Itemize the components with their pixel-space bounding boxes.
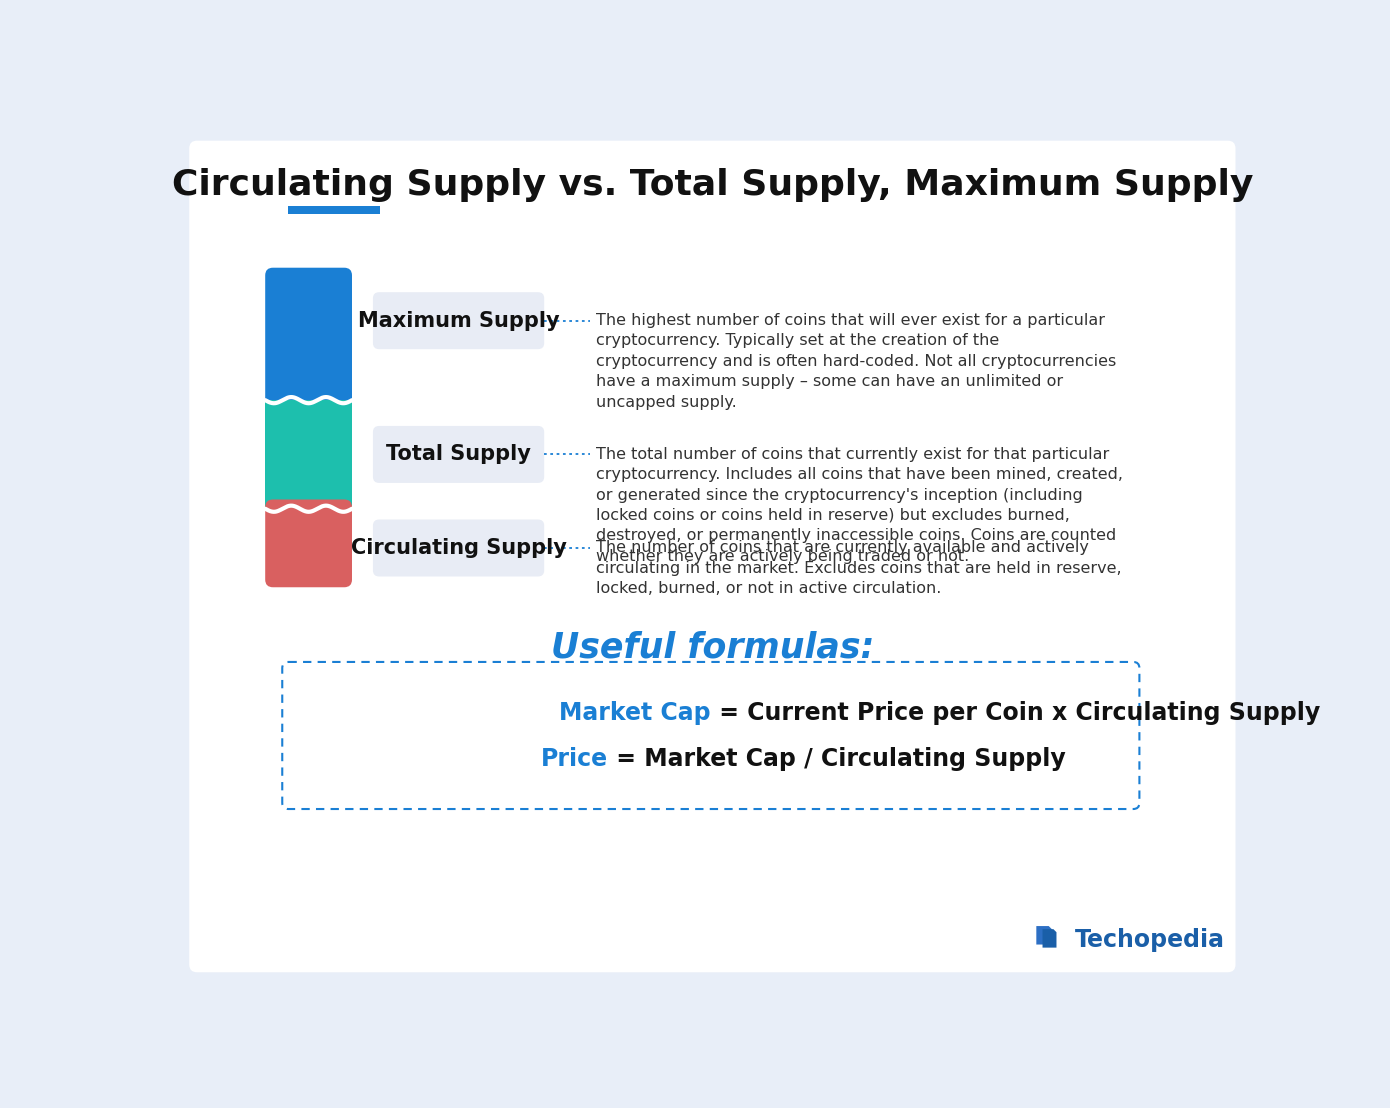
Bar [265,400,352,509]
FancyBboxPatch shape [373,425,545,483]
Text: Total Supply: Total Supply [386,444,531,464]
Text: = Market Cap / Circulating Supply: = Market Cap / Circulating Supply [607,747,1066,771]
FancyBboxPatch shape [289,206,379,214]
Text: Circulating Supply vs. Total Supply, Maximum Supply: Circulating Supply vs. Total Supply, Max… [172,168,1252,203]
FancyBboxPatch shape [265,500,352,587]
Text: Market Cap: Market Cap [559,700,710,725]
Text: Techopedia: Techopedia [1074,927,1225,952]
Text: The number of coins that are currently available and actively
circulating in the: The number of coins that are currently a… [596,541,1122,596]
Text: = Current Price per Coin x Circulating Supply: = Current Price per Coin x Circulating S… [710,700,1320,725]
Text: The highest number of coins that will ever exist for a particular
cryptocurrency: The highest number of coins that will ev… [596,312,1116,410]
FancyBboxPatch shape [265,268,352,409]
Text: Circulating Supply: Circulating Supply [350,538,567,558]
Text: Useful formulas:: Useful formulas: [550,630,874,665]
FancyBboxPatch shape [373,520,545,576]
FancyBboxPatch shape [189,141,1236,972]
Polygon shape [1037,926,1052,944]
Text: Price: Price [541,747,607,771]
FancyBboxPatch shape [373,293,545,349]
Polygon shape [1042,930,1056,947]
Text: The total number of coins that currently exist for that particular
cryptocurrenc: The total number of coins that currently… [596,447,1123,564]
FancyBboxPatch shape [282,661,1140,809]
Text: Maximum Supply: Maximum Supply [357,310,559,330]
